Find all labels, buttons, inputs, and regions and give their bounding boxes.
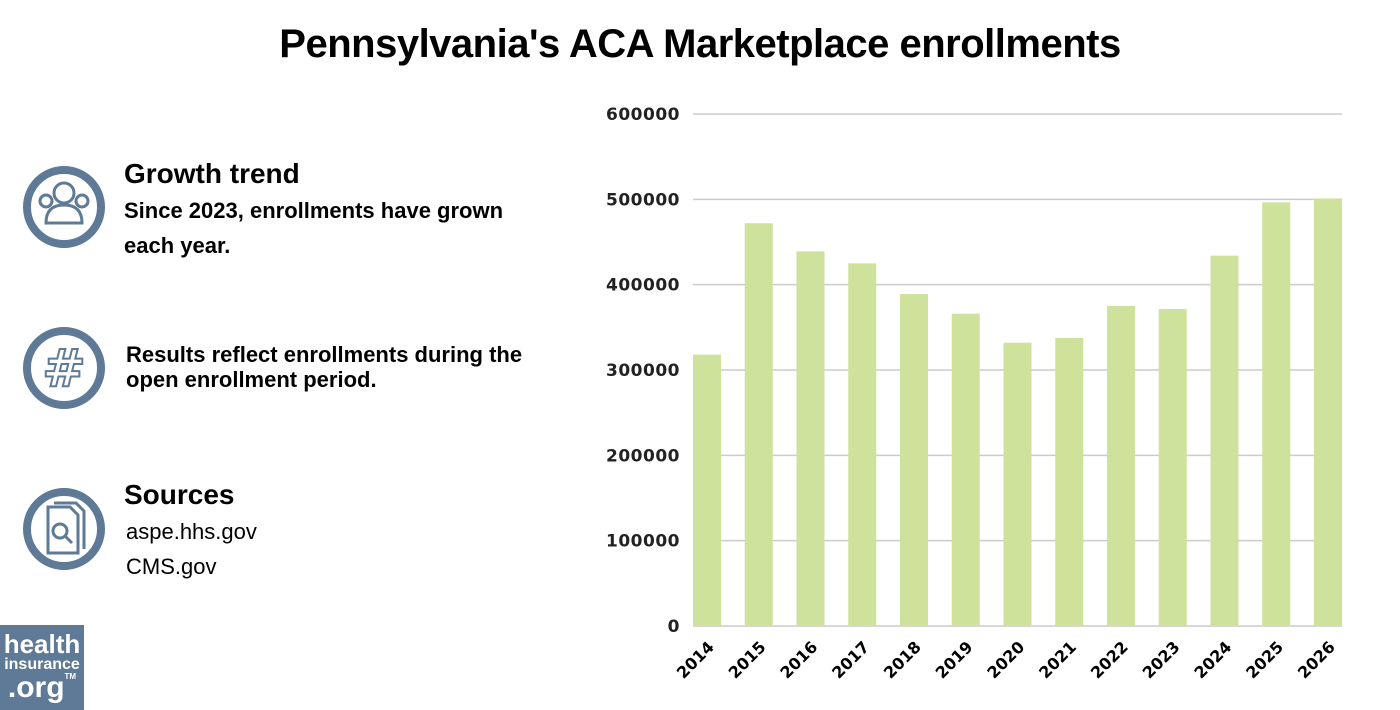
- bar-2019: [951, 313, 980, 626]
- bar-2022: [1107, 306, 1135, 626]
- growth-line-2: each year.: [124, 233, 231, 258]
- source-aspe: aspe.hhs.gov: [126, 519, 257, 544]
- y-tick-label: 200000: [606, 446, 680, 466]
- y-tick-label: 100000: [606, 532, 680, 552]
- x-tick-label: 2015: [725, 637, 770, 682]
- y-tick-label: 300000: [606, 361, 680, 381]
- note-line-2: open enrollment period.: [126, 367, 377, 392]
- bar-2020: [1003, 342, 1032, 626]
- source-cms: CMS.gov: [126, 554, 217, 579]
- bar-2025: [1262, 202, 1291, 626]
- x-tick-label: 2025: [1242, 637, 1287, 682]
- people-group-icon: [23, 166, 105, 248]
- bar-2018: [900, 294, 928, 626]
- growth-heading: Growth trend: [124, 158, 300, 189]
- bar-2014: [693, 354, 721, 626]
- document-search-icon: [23, 488, 105, 570]
- y-tick-label: 600000: [606, 105, 680, 125]
- svg-text:#: #: [42, 339, 86, 399]
- chart-title: Pennsylvania's ACA Marketplace enrollmen…: [279, 22, 1121, 66]
- y-tick-label: 500000: [606, 190, 680, 210]
- note-line-1: Results reflect enrollments during the: [126, 342, 523, 367]
- x-tick-label: 2017: [828, 637, 873, 682]
- x-tick-label: 2023: [1139, 637, 1184, 682]
- bar-2016: [796, 251, 825, 627]
- x-tick-label: 2024: [1190, 637, 1235, 682]
- y-tick-label: 0: [668, 617, 680, 637]
- x-tick-label: 2018: [880, 637, 925, 682]
- x-tick-label: 2022: [1087, 637, 1132, 682]
- x-tick-label: 2016: [776, 637, 821, 682]
- bar-2024: [1210, 255, 1239, 627]
- healthinsurance-org-logo: health insurance .orgTM: [0, 625, 84, 710]
- bar-2017: [848, 263, 877, 626]
- bar-2023: [1158, 308, 1187, 626]
- bar-2015: [744, 223, 773, 626]
- x-tick-label: 2014: [673, 637, 718, 682]
- bar-2026: [1314, 198, 1342, 627]
- x-tick-label: 2026: [1294, 637, 1339, 682]
- y-tick-label: 400000: [606, 276, 680, 296]
- hashtag-icon: #: [23, 327, 105, 409]
- sources-heading: Sources: [124, 479, 235, 510]
- x-tick-label: 2019: [932, 637, 977, 682]
- bar-2021: [1055, 338, 1084, 626]
- growth-line-1: Since 2023, enrollments have grown: [124, 198, 504, 223]
- x-tick-label: 2021: [1035, 637, 1080, 682]
- x-tick-label: 2020: [983, 637, 1028, 682]
